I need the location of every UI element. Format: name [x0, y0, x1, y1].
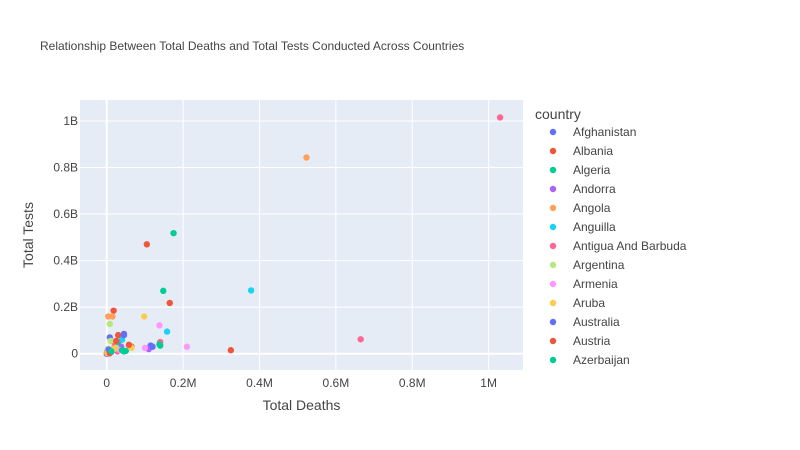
legend-item[interactable]: Angola [549, 201, 611, 215]
data-point[interactable] [109, 313, 116, 320]
data-point[interactable] [149, 343, 156, 350]
x-tick-label: 0.8M [399, 376, 426, 390]
x-tick-label: 0 [103, 376, 110, 390]
series-azerbaijan [108, 341, 163, 355]
x-tick-label: 1M [480, 376, 497, 390]
y-tick-labels: 0 0.2B 0.4B 0.6B 0.8B 1B [53, 114, 78, 361]
legend-marker [549, 128, 557, 136]
plot-area [80, 100, 523, 370]
legend-label: Austria [573, 334, 611, 348]
legend-item[interactable]: Australia [549, 315, 620, 329]
legend-marker [549, 318, 557, 326]
data-point[interactable] [227, 347, 235, 354]
legend-marker [549, 223, 557, 231]
y-tick-label: 0.8B [53, 161, 78, 175]
x-tick-label: 0.2M [170, 376, 197, 390]
data-point[interactable] [247, 287, 255, 294]
legend-item[interactable]: Argentina [549, 258, 625, 272]
legend-label: Australia [573, 315, 620, 329]
legend-item[interactable]: Algeria [549, 163, 611, 177]
legend-label: Armenia [573, 277, 618, 291]
legend-marker [549, 280, 557, 288]
legend-marker [549, 147, 557, 155]
legend-marker [549, 185, 557, 193]
data-point[interactable] [108, 348, 115, 355]
legend-item[interactable]: Albania [549, 144, 614, 158]
legend-label: Andorra [573, 182, 616, 196]
data-point[interactable] [125, 341, 133, 349]
y-tick-label: 0.4B [53, 254, 78, 268]
zero-lines [80, 100, 523, 370]
data-point[interactable] [496, 114, 504, 121]
x-axis-title: Total Deaths [263, 397, 341, 413]
legend-item[interactable]: Afghanistan [549, 125, 637, 139]
data-point[interactable] [113, 337, 120, 345]
data-point[interactable] [110, 307, 117, 314]
legend-label: Anguilla [573, 220, 616, 234]
legend-item[interactable]: Armenia [549, 277, 618, 291]
chart-title: Relationship Between Total Deaths and To… [40, 39, 464, 53]
data-point[interactable] [141, 344, 149, 352]
data-point[interactable] [163, 328, 171, 335]
legend[interactable]: country Afghanistan Albania Algeria Andorra… [535, 106, 687, 367]
y-tick-label: 0.6B [53, 207, 78, 221]
legend-marker [549, 166, 557, 174]
grid-lines [80, 100, 523, 370]
x-tick-label: 0.6M [323, 376, 350, 390]
data-point[interactable] [114, 331, 122, 339]
legend-label: Albania [573, 144, 613, 158]
data-point[interactable] [183, 343, 191, 350]
legend-item[interactable]: Austria [549, 334, 611, 348]
legend-marker [549, 261, 557, 269]
x-tick-labels: 0 0.2M 0.4M 0.6M 0.8M 1M [103, 376, 497, 390]
legend-label: Angola [573, 201, 611, 215]
legend-label: Aruba [573, 296, 605, 310]
legend-label: Azerbaijan [573, 353, 630, 367]
legend-item[interactable]: Antigua And Barbuda [549, 239, 687, 253]
legend-item[interactable]: Azerbaijan [549, 353, 630, 367]
y-tick-label: 1B [63, 114, 78, 128]
legend-marker [549, 242, 557, 250]
legend-marker [549, 299, 557, 307]
y-axis-title: Total Tests [20, 202, 36, 268]
legend-label: Argentina [573, 258, 625, 272]
legend-item[interactable]: Aruba [549, 296, 606, 310]
data-point[interactable] [160, 287, 167, 295]
data-point[interactable] [120, 331, 128, 339]
legend-label: Afghanistan [573, 125, 636, 139]
legend-label: Algeria [573, 163, 611, 177]
legend-marker [549, 337, 557, 345]
x-tick-label: 0.4M [246, 376, 273, 390]
legend-marker [549, 356, 557, 364]
data-points [103, 114, 504, 357]
data-point[interactable] [166, 299, 173, 307]
data-point[interactable] [122, 347, 130, 355]
y-tick-label: 0.2B [53, 300, 78, 314]
data-point[interactable] [357, 336, 364, 343]
legend-item[interactable]: Andorra [549, 182, 616, 196]
data-point[interactable] [170, 229, 177, 237]
data-point[interactable] [106, 320, 113, 328]
data-point[interactable] [140, 313, 148, 320]
data-point[interactable] [303, 154, 310, 161]
legend-title: country [535, 106, 581, 122]
data-point[interactable] [143, 241, 151, 248]
legend-marker [549, 204, 557, 212]
y-tick-label: 0 [71, 347, 78, 361]
data-point[interactable] [156, 341, 163, 348]
data-point[interactable] [107, 337, 114, 345]
data-point[interactable] [156, 322, 163, 329]
legend-item[interactable]: Anguilla [549, 220, 616, 234]
legend-label: Antigua And Barbuda [573, 239, 687, 253]
